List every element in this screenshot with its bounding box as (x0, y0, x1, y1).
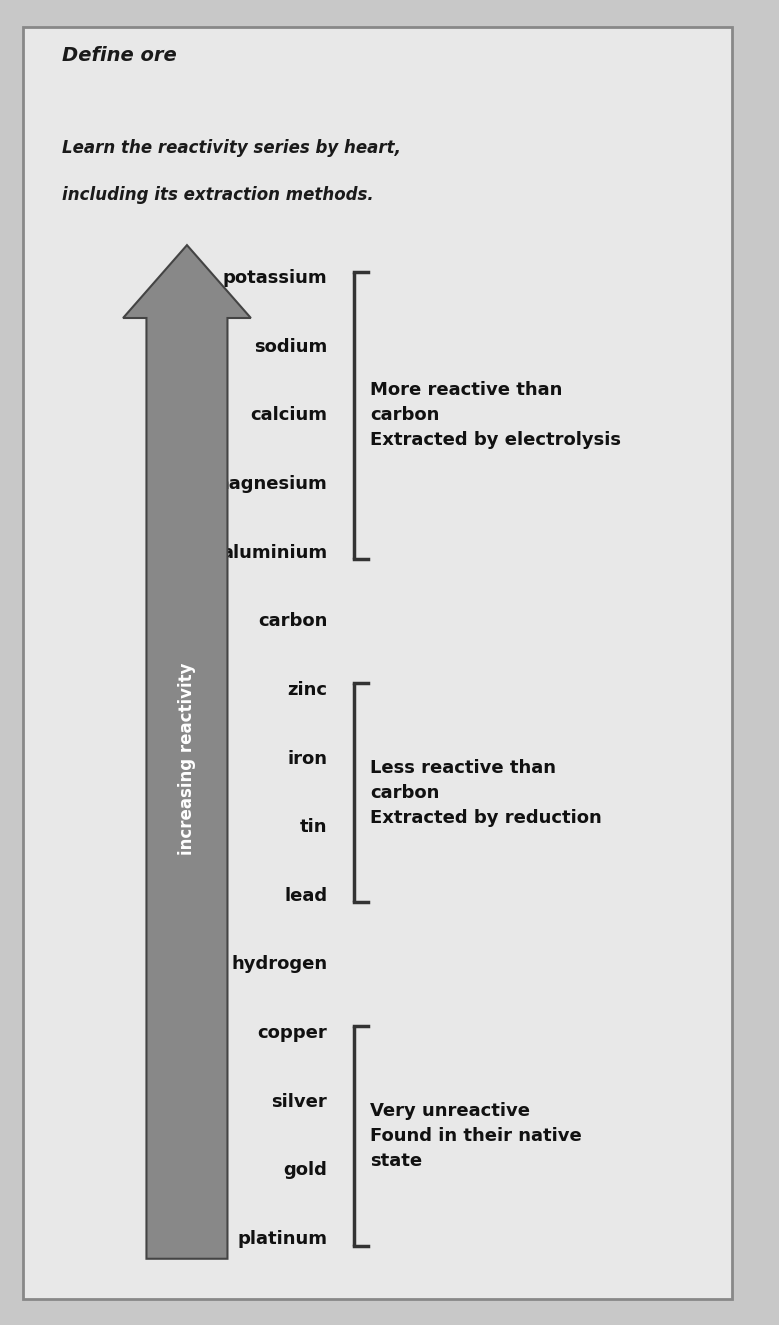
Text: platinum: platinum (237, 1230, 327, 1248)
Text: More reactive than
carbon
Extracted by electrolysis: More reactive than carbon Extracted by e… (370, 382, 621, 449)
Text: iron: iron (287, 750, 327, 767)
Text: silver: silver (271, 1093, 327, 1110)
Text: Define ore: Define ore (62, 46, 177, 65)
Text: including its extraction methods.: including its extraction methods. (62, 186, 374, 204)
Text: Very unreactive
Found in their native
state: Very unreactive Found in their native st… (370, 1102, 582, 1170)
FancyBboxPatch shape (23, 26, 732, 1298)
Polygon shape (123, 245, 251, 1259)
Text: aluminium: aluminium (221, 543, 327, 562)
Text: copper: copper (257, 1024, 327, 1041)
Text: potassium: potassium (223, 269, 327, 288)
Text: gold: gold (284, 1161, 327, 1179)
Text: lead: lead (284, 886, 327, 905)
Text: Learn the reactivity series by heart,: Learn the reactivity series by heart, (62, 139, 401, 158)
Text: tin: tin (300, 818, 327, 836)
Text: zinc: zinc (287, 681, 327, 700)
Text: hydrogen: hydrogen (231, 955, 327, 974)
Text: sodium: sodium (254, 338, 327, 356)
Text: calcium: calcium (250, 407, 327, 424)
Text: increasing reactivity: increasing reactivity (178, 662, 196, 855)
Text: Less reactive than
carbon
Extracted by reduction: Less reactive than carbon Extracted by r… (370, 759, 601, 827)
Text: carbon: carbon (258, 612, 327, 631)
Text: magnesium: magnesium (210, 476, 327, 493)
